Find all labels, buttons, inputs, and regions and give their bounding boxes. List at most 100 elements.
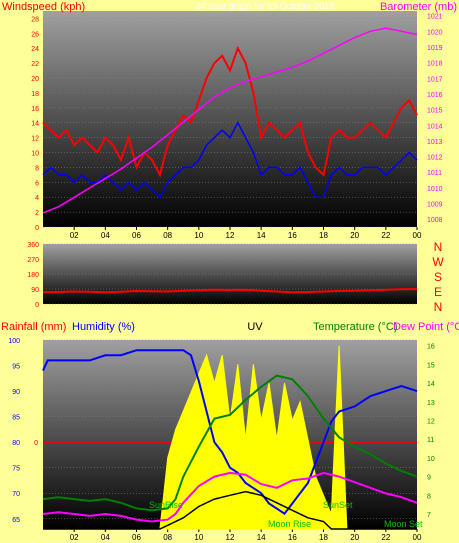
direction-y-tick-label: 270 xyxy=(27,257,39,264)
wind-y-tick-label: 22 xyxy=(31,61,39,68)
wind-x-tick-label: 16 xyxy=(288,231,297,240)
moonrise-label: Moon Rise xyxy=(268,519,311,529)
series-solar xyxy=(43,490,417,530)
humidity-x-tick-label: 08 xyxy=(163,533,172,542)
wind-x-tick-label: 08 xyxy=(163,231,172,240)
humidity-x-tick-label: 00 xyxy=(413,533,422,542)
wind-y-tick-label: 6 xyxy=(35,180,39,187)
humidity-y-tick-label: 75 xyxy=(12,466,20,473)
direction-y-tick-label: 360 xyxy=(27,242,39,249)
humidity-x-tick-label: 06 xyxy=(132,533,141,542)
wind-x-tick-label: 12 xyxy=(226,231,235,240)
wind-x-tick-label: 04 xyxy=(101,231,110,240)
direction-label-e: E xyxy=(434,285,442,299)
sunset-label: SunSet xyxy=(323,500,353,510)
direction-label-n-bottom: N xyxy=(434,300,443,314)
humidity-x-tick-label: 16 xyxy=(288,533,297,542)
sunrise-label: SunRise xyxy=(149,500,183,510)
wind-x-tick-label: 20 xyxy=(350,231,359,240)
series-humidity xyxy=(42,349,418,516)
series-gust xyxy=(42,45,418,178)
temperature-axis-title: Temperature (°C) xyxy=(313,321,397,333)
barometer-y-tick-label: 1018 xyxy=(427,61,443,68)
barometer-y-tick-label: 1019 xyxy=(427,45,443,52)
wind-x-tick-label: 22 xyxy=(381,231,390,240)
chart-subtitle: 24 hour graph for 19 October 2013 xyxy=(196,1,335,11)
humidity-y-tick-label: 100 xyxy=(8,338,20,345)
series-barometer xyxy=(42,27,418,214)
windspeed-axis-title: Windspeed (kph) xyxy=(2,1,85,13)
humidity-y-tick-label: 90 xyxy=(12,389,20,396)
temperature-y-tick-label: 15 xyxy=(427,362,435,369)
humidity-x-tick-label: 14 xyxy=(257,533,266,542)
moonset-label: Moon Set xyxy=(384,519,423,529)
series-dew-point xyxy=(42,471,418,523)
wind-y-tick-label: 4 xyxy=(35,195,39,202)
series-uv xyxy=(159,345,348,530)
humidity-x-tick-label: 12 xyxy=(226,533,235,542)
direction-label-n-top: N xyxy=(434,240,443,254)
humidity-axis-title: Humidity (%) xyxy=(72,321,135,333)
temperature-y-tick-label: 7 xyxy=(427,512,431,519)
wind-plot-area xyxy=(43,11,417,227)
temperature-y-tick-label: 16 xyxy=(427,344,435,351)
humidity-y-tick-label: 65 xyxy=(12,517,20,524)
direction-label-s: S xyxy=(434,270,442,284)
temperature-y-tick-label: 9 xyxy=(427,475,431,482)
temperature-y-tick-label: 14 xyxy=(427,381,435,388)
wind-y-tick-label: 18 xyxy=(31,91,39,98)
humidity-y-tick-label: 85 xyxy=(12,415,20,422)
temperature-y-tick-label: 11 xyxy=(427,437,434,444)
barometer-y-tick-label: 1010 xyxy=(427,186,443,193)
series-temperature xyxy=(42,374,418,512)
wind-y-tick-label: 28 xyxy=(31,16,39,23)
barometer-y-tick-label: 1014 xyxy=(427,123,443,130)
humidity-y-tick-label: 95 xyxy=(12,364,20,371)
humidity-y-tick-label: 70 xyxy=(12,491,20,498)
barometer-y-tick-label: 1008 xyxy=(427,217,443,224)
wind-y-tick-label: 16 xyxy=(31,106,39,113)
barometer-y-tick-label: 1017 xyxy=(427,76,443,83)
barometer-y-tick-label: 1009 xyxy=(427,202,443,209)
humidity-x-tick-label: 22 xyxy=(381,533,390,542)
humidity-x-tick-label: 04 xyxy=(101,533,110,542)
direction-y-tick-label: 90 xyxy=(31,287,39,294)
wind-x-tick-label: 18 xyxy=(319,231,328,240)
barometer-y-tick-label: 1012 xyxy=(427,155,443,162)
series-average xyxy=(42,121,418,199)
temperature-y-tick-label: 13 xyxy=(427,400,435,407)
wind-y-tick-label: 24 xyxy=(31,46,39,53)
wind-y-tick-label: 0 xyxy=(35,225,39,232)
wind-x-tick-label: 06 xyxy=(132,231,141,240)
wind-y-tick-label: 8 xyxy=(35,165,39,172)
barometer-y-tick-label: 1016 xyxy=(427,92,443,99)
dewpoint-axis-title: Dew Point (°C) xyxy=(393,321,459,333)
humidity-x-tick-label: 02 xyxy=(70,533,79,542)
rainfall-axis-title: Rainfall (mm) xyxy=(1,321,66,333)
wind-y-tick-label: 14 xyxy=(31,121,39,128)
temperature-y-tick-label: 8 xyxy=(427,493,431,500)
series-direction xyxy=(42,288,418,294)
wind-x-tick-label: 10 xyxy=(194,231,203,240)
direction-y-tick-label: 180 xyxy=(27,272,39,279)
barometer-y-tick-label: 1011 xyxy=(427,170,442,177)
humidity-x-tick-label: 18 xyxy=(319,533,328,542)
wind-x-tick-label: 02 xyxy=(70,231,79,240)
wind-y-tick-label: 26 xyxy=(31,31,39,38)
temperature-y-tick-label: 10 xyxy=(427,456,435,463)
humidity-x-tick-label: 20 xyxy=(350,533,359,542)
rain-y-tick-label: 0 xyxy=(34,440,38,447)
wind-x-tick-label: 00 xyxy=(413,231,422,240)
humidity-x-tick-label: 10 xyxy=(194,533,203,542)
barometer-axis-title: Barometer (mb) xyxy=(380,1,457,13)
wind-x-tick-label: 14 xyxy=(257,231,266,240)
wind-y-tick-label: 2 xyxy=(35,210,39,217)
humidity-y-tick-label: 80 xyxy=(12,440,20,447)
barometer-y-tick-label: 1015 xyxy=(427,108,443,115)
direction-label-w: W xyxy=(432,255,444,269)
wind-y-tick-label: 20 xyxy=(31,76,39,83)
temperature-y-tick-label: 12 xyxy=(427,418,435,425)
barometer-y-tick-label: 1013 xyxy=(427,139,443,146)
barometer-y-tick-label: 1020 xyxy=(427,29,443,36)
